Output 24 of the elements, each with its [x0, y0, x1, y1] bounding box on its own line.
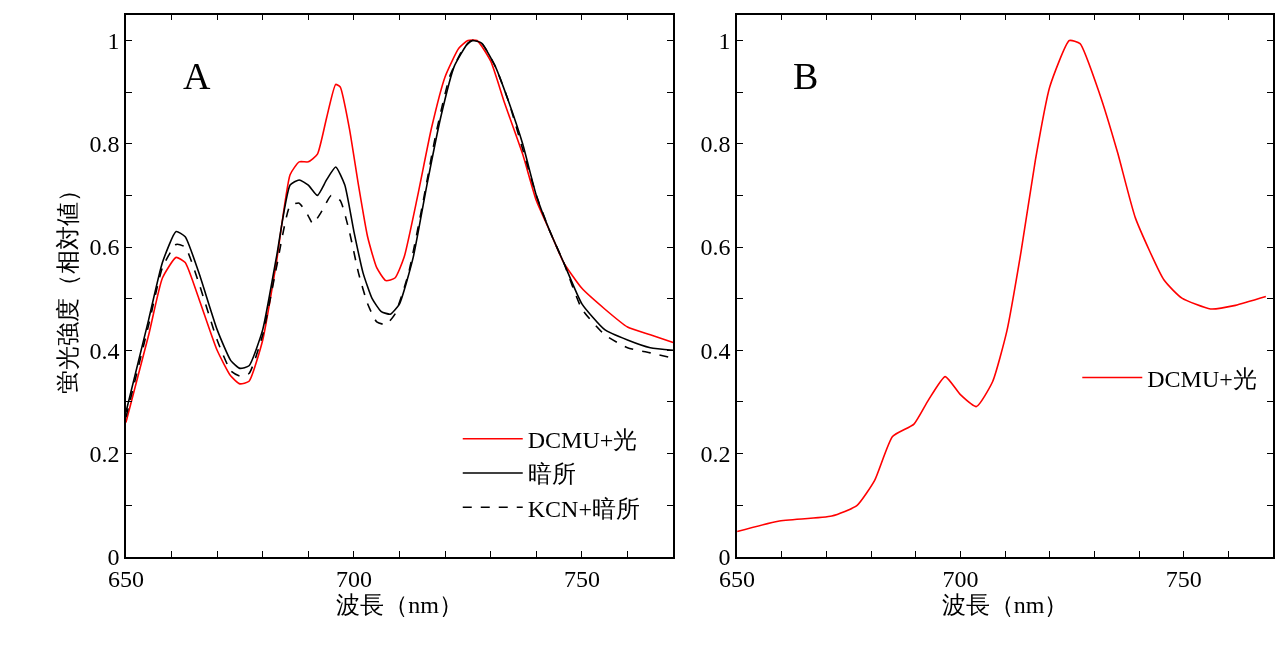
y-axis-title: 蛍光強度（相対値） [54, 177, 81, 394]
y-tick-label: 0.6 [89, 234, 120, 261]
y-tick-label: 0.8 [700, 131, 731, 158]
legend-label: 暗所 [527, 461, 576, 488]
y-tick-label: 0.4 [700, 337, 731, 364]
legend-label: DCMU+光 [527, 427, 638, 454]
y-tick-label: 0.4 [89, 337, 120, 364]
text: B [793, 55, 819, 97]
y-tick-label: 0.2 [89, 440, 120, 467]
y-tick-label: 0.2 [700, 440, 731, 467]
y-tick-label: 1 [107, 27, 120, 54]
x-tick-label: 750 [563, 566, 600, 593]
y-tick-label: 1 [718, 27, 731, 54]
line-series [737, 39, 1267, 533]
x-tick-label: 750 [1165, 566, 1202, 593]
x-axis-title: 波長（nm） [336, 592, 463, 619]
x-tick-label: 700 [942, 566, 979, 593]
legend-label: DCMU+光 [1147, 365, 1257, 392]
text: A [183, 55, 211, 97]
legend-label: KCN+暗所 [527, 495, 640, 522]
y-tick-label: 0.8 [89, 131, 120, 158]
y-tick-label: 0.6 [700, 234, 731, 261]
x-axis-title: 波長（nm） [941, 592, 1069, 619]
x-tick-label: 700 [335, 566, 372, 593]
